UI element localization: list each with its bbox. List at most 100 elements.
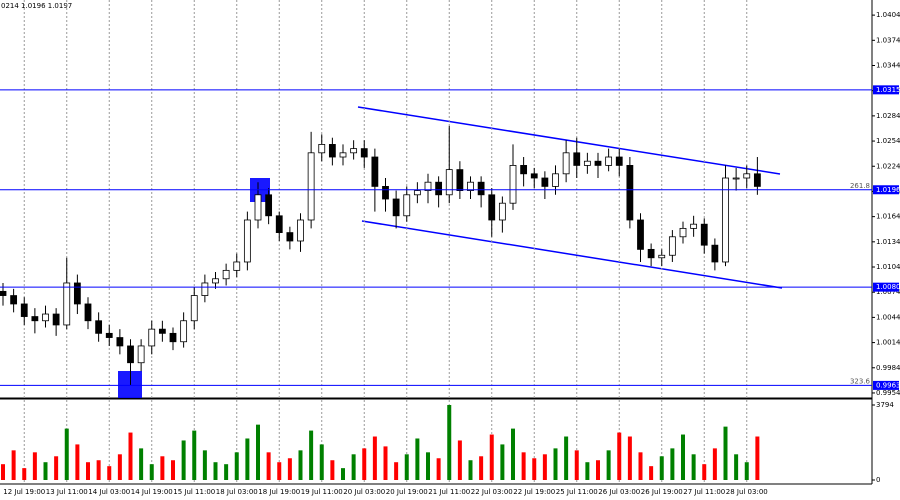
volume-bar: [521, 452, 526, 480]
candle-body: [658, 254, 666, 259]
candle-body: [350, 148, 358, 154]
x-tick-label: 19 Jul 11:00: [301, 488, 343, 496]
volume-bar: [659, 456, 664, 480]
volume-bar: [702, 464, 707, 480]
level-note: 323.6: [850, 377, 871, 385]
volume-bar: [96, 460, 101, 480]
candle-body: [498, 202, 506, 221]
candle-body: [541, 177, 549, 187]
candle-body: [0, 290, 7, 296]
level-label-box: [873, 380, 899, 390]
candle-body: [116, 337, 124, 347]
volume-bar: [107, 466, 112, 480]
volume-bar: [394, 462, 399, 480]
x-tick-label: 26 Jul 03:00: [598, 488, 640, 496]
x-tick-label: 14 Jul 19:00: [131, 488, 173, 496]
candle-body: [647, 248, 655, 259]
candle-body: [424, 181, 432, 192]
volume-bar: [415, 438, 420, 480]
volume-bar: [309, 430, 314, 480]
volume-bar: [532, 458, 537, 480]
x-tick-label: 22 Jul 03:00: [471, 488, 513, 496]
y-tick-label: 1.0374: [876, 36, 900, 44]
y-tick-label: 3794: [876, 401, 894, 409]
candle-body: [222, 269, 230, 280]
level-label: 1.0315: [876, 86, 900, 94]
volume-bar: [627, 436, 632, 480]
volume-bar: [436, 458, 441, 480]
volume-bar: [298, 450, 303, 480]
candle-body: [392, 198, 400, 217]
candle-body: [477, 181, 485, 196]
candle-body: [20, 303, 28, 317]
candle-body: [637, 219, 644, 250]
candle-body: [275, 215, 283, 233]
volume-bar: [500, 444, 505, 480]
x-tick-label: 21 Jul 11:00: [428, 488, 470, 496]
candle-body: [318, 144, 326, 154]
volume-bar: [86, 462, 90, 480]
x-tick-label: 27 Jul 11:00: [683, 488, 725, 496]
x-tick-label: 22 Jul 19:00: [513, 488, 555, 496]
candle-body: [307, 152, 315, 221]
x-tick-label: 12 Jul 19:00: [3, 488, 45, 496]
candle-body: [105, 332, 113, 338]
volume-bar: [447, 405, 452, 480]
volume-bar: [596, 460, 600, 480]
candle-body: [360, 148, 368, 158]
volume-bar: [744, 462, 749, 480]
candle-body: [328, 144, 336, 158]
volume-bar: [32, 452, 37, 480]
y-tick-label: 1.0044: [876, 313, 900, 321]
volume-bar: [372, 436, 377, 480]
candle-body: [158, 328, 166, 334]
volume-bar: [245, 438, 250, 480]
candle-body: [583, 160, 591, 166]
level-label: 1.0080: [876, 283, 900, 291]
volume-bar: [181, 440, 186, 480]
channel-upper: [357, 106, 781, 175]
candle-body: [371, 156, 379, 187]
volume-bar: [734, 454, 739, 480]
candle-body: [52, 313, 60, 326]
volume-bar: [404, 454, 409, 480]
y-tick-label: 1.0404: [876, 11, 900, 19]
candle-body: [605, 156, 613, 166]
volume-bar: [351, 454, 356, 480]
candle-body: [95, 320, 103, 334]
volume-bar: [213, 462, 218, 480]
volume-bar: [1, 464, 5, 480]
candle-body: [286, 232, 294, 242]
candle-body: [435, 181, 443, 196]
volume-bar: [681, 434, 685, 480]
candle-body: [594, 160, 602, 166]
candle-body: [212, 278, 219, 284]
volume-bar: [287, 458, 292, 480]
volume-bar: [426, 452, 430, 480]
header: 0214 1.0196 1.0197: [1, 2, 72, 10]
candle-body: [127, 345, 134, 364]
volume-bar: [277, 462, 282, 480]
volume-bar: [149, 464, 154, 480]
volume-bar: [139, 448, 144, 480]
candle-body: [73, 282, 81, 305]
volume-bar: [489, 434, 494, 480]
volume-bar: [192, 430, 197, 480]
candle-body: [456, 169, 464, 192]
volume-bar: [362, 448, 367, 480]
candle-body: [732, 177, 740, 180]
y-tick-label: 1.0074: [876, 288, 900, 296]
y-tick-label: 0.9954: [876, 389, 900, 397]
candle-body: [169, 332, 177, 343]
volume-bar: [553, 448, 558, 480]
candle-body: [626, 165, 634, 221]
volume-bar: [224, 464, 229, 480]
volume-bar: [542, 454, 547, 480]
volume-bar: [723, 426, 728, 480]
volume-bar: [574, 450, 579, 480]
volume-bar: [479, 456, 484, 480]
y-tick-label: 1.0284: [876, 112, 900, 120]
candle-body: [201, 282, 209, 296]
level-note: 261.8: [850, 182, 870, 190]
candle-body: [722, 177, 729, 263]
